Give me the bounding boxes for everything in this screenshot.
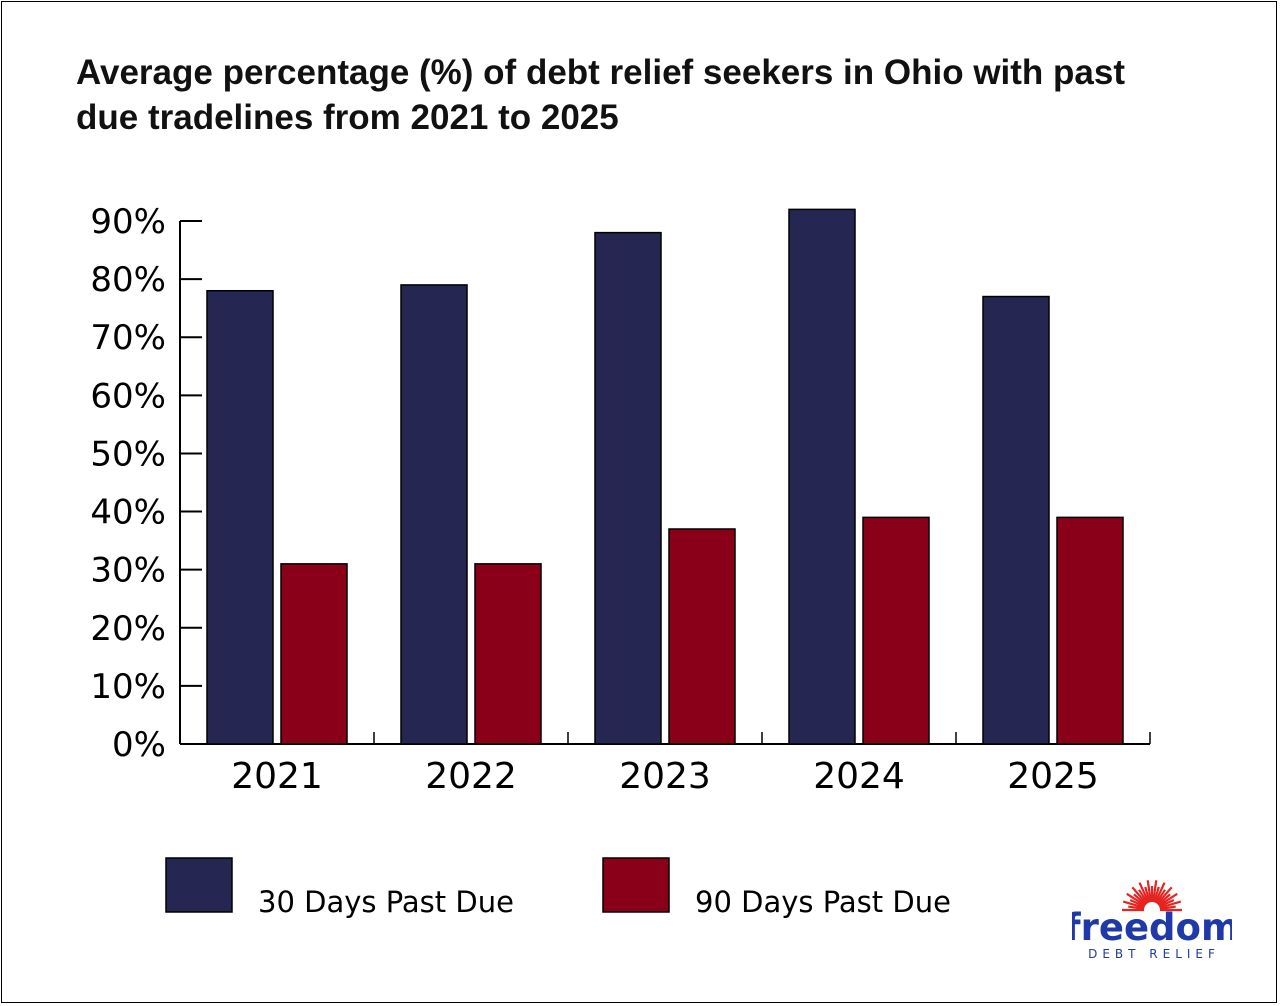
logo-ray: [1129, 899, 1146, 908]
x-category-label: 2023: [619, 756, 711, 797]
logo-ray: [1154, 882, 1166, 904]
legend-swatch: [602, 857, 670, 913]
logo-ray: [1131, 886, 1148, 905]
logo-ray: [1153, 886, 1160, 903]
bar-30-days-2021: [206, 289, 274, 745]
legend: 30 Days Past Due 90 Days Past Due: [165, 857, 951, 919]
y-tick-label: 90%: [90, 202, 166, 242]
y-tick-label: 10%: [90, 667, 166, 707]
x-category-label: 2022: [425, 756, 517, 797]
x-category-label: 2021: [231, 756, 323, 797]
y-tick-label: 20%: [90, 609, 166, 649]
legend-label: 90 Days Past Due: [695, 885, 951, 919]
freedom-debt-relief-logo: freedom DEBT RELIEF: [1072, 880, 1232, 961]
logo-ray: [1122, 900, 1145, 909]
bar-90-days-2024: [862, 516, 930, 745]
y-tick-label: 70%: [90, 318, 166, 358]
bars: [206, 208, 1124, 745]
y-tick-label: 60%: [90, 376, 166, 416]
chart-title: Average percentage (%) of debt relief se…: [76, 53, 1125, 137]
logo-ray: [1156, 886, 1173, 905]
bar-90-days-2023: [668, 528, 736, 745]
logo-ray: [1146, 880, 1152, 903]
x-category-label: 2024: [813, 756, 905, 797]
logo-ray: [1128, 905, 1145, 910]
y-tick-label: 40%: [90, 493, 166, 533]
logo-ray: [1144, 886, 1151, 903]
bar-30-days-2022: [400, 284, 468, 745]
logo-subtitle: DEBT RELIEF: [1088, 947, 1220, 961]
bar-90-days-2025: [1056, 516, 1124, 745]
logo-ray: [1159, 905, 1176, 910]
bar-90-days-2022: [474, 563, 542, 745]
logo-word: freedom: [1072, 906, 1232, 949]
logo-ray: [1155, 889, 1166, 904]
y-tick-label: 80%: [90, 260, 166, 300]
y-tick-label: 0%: [112, 725, 166, 765]
sunburst-icon: [1122, 880, 1182, 912]
bar-30-days-2024: [788, 208, 856, 745]
logo-ray: [1159, 900, 1182, 909]
bar-30-days-2025: [982, 295, 1050, 745]
logo-ray: [1158, 899, 1175, 908]
y-axis: 0% 10% 20% 30% 40% 50% 60% 70% 80% 90%: [90, 202, 202, 765]
logo-ray: [1126, 892, 1146, 907]
y-tick-label: 30%: [90, 551, 166, 591]
logo-ray: [1138, 882, 1150, 904]
logo-ray: [1152, 880, 1158, 903]
logo-ray: [1157, 893, 1171, 906]
legend-swatch: [165, 857, 233, 913]
bar-30-days-2023: [594, 231, 662, 745]
legend-label: 30 Days Past Due: [258, 885, 514, 919]
logo-ray: [1138, 889, 1149, 904]
logo-ray: [1133, 893, 1147, 906]
logo-ray: [1158, 892, 1178, 907]
x-category-label: 2025: [1007, 756, 1099, 797]
bar-90-days-2021: [280, 563, 348, 745]
y-tick-label: 50%: [90, 434, 166, 474]
